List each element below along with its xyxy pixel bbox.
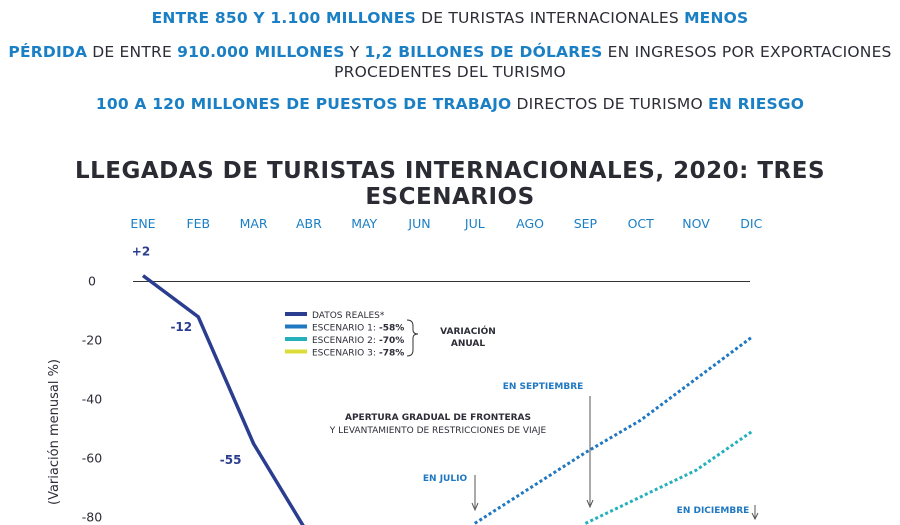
arrow-december-head <box>751 512 759 521</box>
headline-tourists-bold-2: MENOS <box>684 9 749 27</box>
data-label: -55 <box>220 453 242 467</box>
legend-value: -70% <box>376 336 404 346</box>
series-line-1 <box>141 274 305 525</box>
arrow-july-head <box>471 502 479 512</box>
headline-revenue-text-3: EN INGRESOS POR EXPORTACIONES PROCEDENTE… <box>334 43 892 81</box>
legend-label: ESCENARIO 1: -58% <box>312 324 404 334</box>
legend-label: ESCENARIO 2: -70% <box>312 336 404 346</box>
headline-revenue-bold: PÉRDIDA <box>8 43 88 61</box>
month-label: SEP <box>574 216 598 231</box>
annotation-july: EN JULIO <box>423 474 468 484</box>
legend-group-label: VARIACIÓN <box>440 325 496 337</box>
series-line-2 <box>473 336 753 525</box>
legend-value: -78% <box>376 349 404 359</box>
headline-jobs-text: DIRECTOS DE TURISMO <box>511 95 709 113</box>
month-label: MAY <box>351 216 377 231</box>
legend-label: DATOS REALES* <box>312 311 385 321</box>
y-tick-label: -60 <box>82 451 102 466</box>
chart-title: LLEGADAS DE TURISTAS INTERNACIONALES, 20… <box>74 158 826 210</box>
month-label: MAR <box>240 216 268 231</box>
headline-jobs-bold-2: EN RIESGO <box>708 95 805 113</box>
headline-revenue: PÉRDIDA DE ENTRE 910.000 MILLONES Y 1,2 … <box>0 42 900 82</box>
y-tick-label: -40 <box>82 392 102 407</box>
legend-group-label: ANUAL <box>451 339 485 349</box>
y-axis-label: (Variación menusal %) <box>47 359 62 505</box>
month-label: OCT <box>628 216 655 231</box>
headline-revenue-bold-3: 1,2 BILLONES DE DÓLARES <box>364 43 603 61</box>
month-label: FEB <box>186 216 210 231</box>
month-label: DIC <box>740 216 762 231</box>
legend-value: -58% <box>376 324 404 334</box>
series-line-3 <box>584 430 753 525</box>
headline-revenue-bold-2: 910.000 MILLONES <box>177 43 345 61</box>
headline-jobs-bold: 100 A 120 MILLONES DE PUESTOS DE TRABAJO <box>95 95 512 113</box>
data-label: -12 <box>170 320 192 334</box>
month-label: JUL <box>464 216 485 231</box>
month-label: AGO <box>516 216 544 231</box>
legend-brace <box>406 319 419 357</box>
headline-revenue-text: DE ENTRE <box>87 43 178 61</box>
headline-jobs: 100 A 120 MILLONES DE PUESTOS DE TRABAJO… <box>0 95 900 113</box>
headline-tourists: ENTRE 850 Y 1.100 MILLONES DE TURISTAS I… <box>0 9 900 27</box>
headline-tourists-text: DE TURISTAS INTERNACIONALES <box>415 9 685 27</box>
y-tick-label: -80 <box>82 510 102 525</box>
data-label: +2 <box>132 245 150 259</box>
annotation-december: EN DICIEMBRE <box>677 506 750 516</box>
month-label: JUN <box>407 216 430 231</box>
headline-tourists-bold: ENTRE 850 Y 1.100 MILLONES <box>151 9 416 27</box>
annotation-borders: APERTURA GRADUAL DE FRONTERAS <box>345 413 531 423</box>
legend-label: ESCENARIO 3: -78% <box>312 349 404 359</box>
annotation-september: EN SEPTIEMBRE <box>503 382 584 392</box>
arrow-september-head <box>586 499 594 509</box>
month-label: ABR <box>296 216 322 231</box>
headline-revenue-text-2: Y <box>344 43 365 61</box>
y-tick-label: -20 <box>82 333 102 348</box>
annotation-restrictions: Y LEVANTAMIENTO DE RESTRICCIONES DE VIAJ… <box>329 426 547 436</box>
month-label: ENE <box>130 216 155 231</box>
month-label: NOV <box>682 216 710 231</box>
y-tick-label: 0 <box>88 274 96 289</box>
